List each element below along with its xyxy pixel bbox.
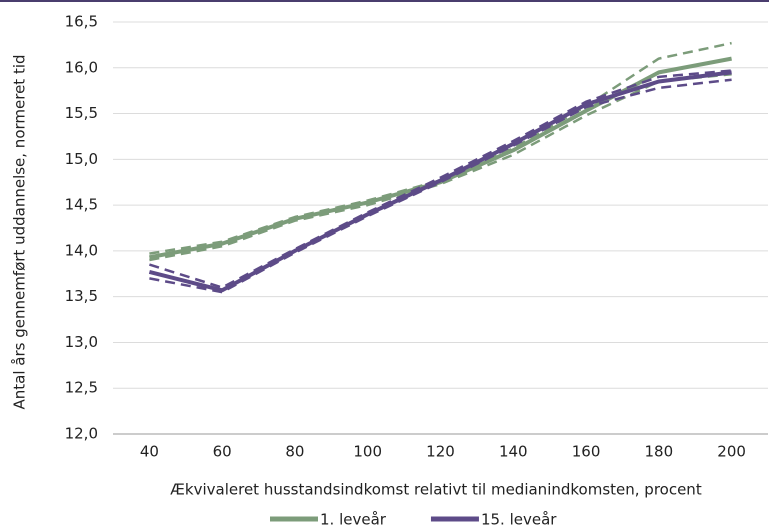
y-tick-label: 13,5 — [65, 287, 98, 305]
y-tick-label: 15,0 — [65, 150, 98, 168]
series-line — [148, 70, 732, 293]
x-tick-label: 160 — [572, 443, 601, 461]
y-tick-label: 12,5 — [65, 379, 98, 397]
legend-label: 15. leveår — [481, 511, 557, 529]
x-axis-label: Ækvivaleret husstandsindkomst relativt t… — [170, 481, 702, 499]
y-tick-label: 14,0 — [65, 241, 98, 259]
band-line — [149, 69, 732, 289]
x-tick-label: 200 — [717, 443, 746, 461]
x-tick-label: 140 — [499, 443, 528, 461]
x-tick-label: 180 — [645, 443, 674, 461]
band-line — [149, 78, 732, 294]
y-axis-label: Antal års gennemført uddannelse, normere… — [11, 54, 29, 409]
x-tick-label: 80 — [285, 443, 304, 461]
legend-label: 1. leveår — [320, 511, 387, 529]
y-tick-label: 14,5 — [65, 196, 98, 214]
y-tick-label: 16,0 — [65, 58, 98, 76]
x-tick-label: 120 — [426, 443, 455, 461]
x-tick-label: 60 — [213, 443, 232, 461]
x-tick-label: 40 — [140, 443, 159, 461]
y-tick-label: 16,5 — [65, 13, 98, 31]
y-tick-label: 13,0 — [65, 333, 98, 351]
y-tick-label: 15,5 — [65, 104, 98, 122]
band-line — [149, 41, 732, 255]
y-tick-label: 12,0 — [65, 425, 98, 443]
x-tick-label: 100 — [353, 443, 382, 461]
series-line — [149, 56, 732, 260]
band-line — [149, 72, 732, 262]
